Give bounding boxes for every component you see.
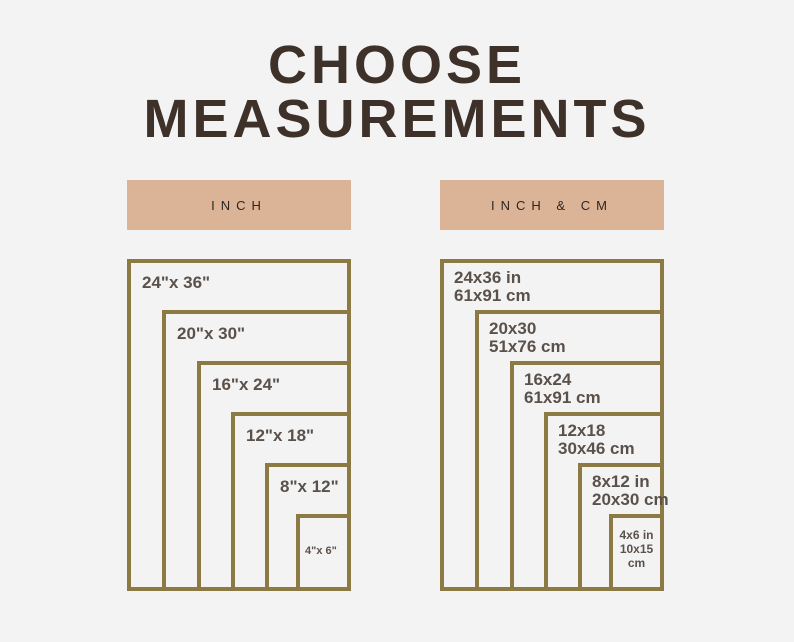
size-label-line: 20"x 30" [177, 324, 246, 343]
size-label: 24"x 36" [142, 274, 210, 292]
size-label-line: 51x76 cm [489, 337, 566, 356]
size-label: 8"x 12" [280, 478, 339, 496]
inch-cm-header: INCH & CM [440, 180, 664, 230]
size-label-line: 16x24 [524, 370, 572, 389]
size-label: 20"x 30" [177, 325, 245, 343]
size-label: 4"x 6" [305, 544, 337, 558]
size-label-line: 20x30 [489, 319, 537, 338]
size-label: 16"x 24" [212, 376, 280, 394]
size-frame [296, 514, 351, 591]
size-label-line: 24"x 36" [142, 273, 211, 292]
size-label: 12x18 30x46 cm [558, 422, 635, 458]
size-label-line: 30x46 cm [558, 439, 635, 458]
size-label-line: 61x91 cm [454, 286, 531, 305]
size-label-line: cm [627, 556, 646, 570]
size-label-line: 4x6 in [619, 528, 654, 542]
size-label: 8x12 in 20x30 cm [592, 473, 669, 509]
size-label: 16x24 61x91 cm [524, 371, 601, 407]
size-frame [609, 514, 664, 591]
title-line-2: MEASUREMENTS [143, 89, 651, 149]
size-label-line: 16"x 24" [212, 375, 281, 394]
size-label: 12"x 18" [246, 427, 314, 445]
size-label-line: 61x91 cm [524, 388, 601, 407]
size-label-line: 12"x 18" [246, 426, 315, 445]
size-label: 4x6 in 10x15 cm [615, 528, 658, 570]
size-label-line: 20x30 cm [592, 490, 669, 509]
size-label: 24x36 in 61x91 cm [454, 269, 531, 305]
size-label: 20x30 51x76 cm [489, 320, 566, 356]
size-label-line: 10x15 [619, 542, 654, 556]
size-label-line: 24x36 in [454, 268, 522, 287]
title-line-1: CHOOSE [267, 35, 527, 95]
size-label-line: 4"x 6" [305, 545, 337, 557]
size-label-line: 8"x 12" [280, 477, 339, 496]
size-label-line: 12x18 [558, 421, 606, 440]
inch-header: INCH [127, 180, 351, 230]
size-label-line: 8x12 in [592, 472, 650, 491]
